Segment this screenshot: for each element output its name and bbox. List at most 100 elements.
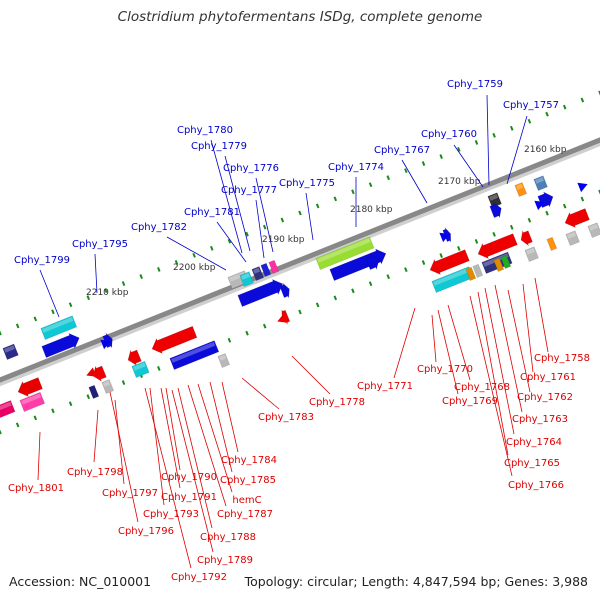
tick-lower-13 [227,337,232,343]
label-cphy-1759: Cphy_1759 [447,79,503,90]
leader-bottom-1 [522,283,534,373]
gene-cphy-1775-fwd [237,278,284,307]
label-cphy-1775: Cphy_1775 [279,178,335,189]
gene-cphy-1775-rrna-highlight [317,238,371,263]
leader-bottom-10 [437,309,459,395]
label-hemc: hemC [232,495,261,506]
leader-bottom-25 [93,409,99,463]
leader-bottom-17 [177,387,213,529]
tick-upper-19 [333,196,338,202]
gene-cphy-1799-highlight [42,317,74,333]
tick-lower-27 [474,238,479,244]
gene-cphy-1760 [489,201,502,219]
leader-bottom-15 [197,383,233,493]
leader-top-5 [210,139,243,254]
gene-cphy-1801-highlight [21,393,42,405]
leader-bottom-4 [484,287,515,435]
label-cphy-1764: Cphy_1764 [506,437,562,448]
gene-cphy-1757-highlight [535,177,544,184]
label-cphy-1783: Cphy_1783 [258,412,314,423]
tick-upper-7 [121,281,126,287]
leader-top-9 [305,192,314,241]
gene-cphy-1759 [487,192,502,208]
gene-cphy-1761 [524,246,539,262]
label-cphy-1795: Cphy_1795 [72,239,128,250]
tick-upper-24 [421,161,426,167]
gene-cphy-1757-orange [514,182,528,197]
leader-bottom-23 [109,391,139,523]
leader-top-11 [166,236,227,271]
gene-cphy-1761-highlight [526,248,535,255]
leader-top-3 [401,159,428,204]
label-cphy-1777: Cphy_1777 [221,185,277,196]
gene-cphy-1779 [260,262,272,277]
marker-fwd-1757b [534,200,545,211]
leader-bottom-14 [209,381,233,473]
gene-cphy-1766-highlight [589,224,598,231]
label-cphy-1767: Cphy_1767 [374,145,430,156]
gene-cphy-1774-b [365,253,380,271]
label-cphy-1797: Cphy_1797 [102,488,158,499]
gene-cphy-1793 [127,349,142,366]
tick-upper-10 [174,259,179,265]
label-leader-lines [37,94,549,569]
tick-lower-32 [562,203,567,209]
leader-bottom-8 [431,314,437,363]
label-cphy-1798: Cphy_1798 [67,467,123,478]
tick-upper-31 [545,111,549,117]
tick-lower-19 [333,295,338,301]
gene-cphy-1801 [19,391,46,412]
gene-cphy-1768 [477,233,518,260]
leader-top-0 [486,94,490,186]
tick-lower-18 [315,302,320,308]
label-cphy-1760: Cphy_1760 [421,129,477,140]
gene-cphy-1757-orange-highlight [516,183,524,190]
label-cphy-1774: Cphy_1774 [328,162,384,173]
gene-cphy-1778 [281,309,291,325]
label-cphy-1771: Cphy_1771 [357,381,413,392]
leader-bottom-18 [171,389,214,553]
tick-lower-29 [510,224,514,230]
label-cphy-1789: Cphy_1789 [197,555,253,566]
label-cphy-1758: Cphy_1758 [534,353,590,364]
gene-cphy-1783-grey [217,353,231,368]
label-cphy-1776: Cphy_1776 [223,163,279,174]
label-cphy-1766: Cphy_1766 [508,480,564,491]
tick-lower-17 [298,309,302,315]
tick-upper-32 [562,104,567,110]
gene-cphy-1780 [251,266,265,281]
tick-upper-13 [227,238,232,244]
tick-upper-29 [510,125,514,131]
kbp-marker-1: 2170 kbp [438,177,481,187]
label-cphy-1782: Cphy_1782 [131,222,187,233]
tick-upper-28 [492,132,496,138]
gene-cphy-1781-highlight [241,273,250,280]
gene-cphy-1795 [102,332,113,349]
gene-left-edge-1 [2,343,19,360]
tick-lower-21 [368,281,373,287]
gene-cphy-1781 [239,271,254,287]
tick-lower-0 [0,429,2,435]
tick-lower-31 [545,210,549,216]
gene-grey-1 [472,263,484,278]
tick-upper-25 [439,154,443,159]
gene-cphy-1766 [587,222,600,238]
tick-upper-22 [386,175,390,181]
gene-cphy-1763-highlight [567,232,576,239]
tick-lower-22 [386,274,390,280]
label-cphy-1787: Cphy_1787 [217,509,273,520]
tick-upper-11 [192,252,196,258]
accession-text: Accession: NC_010001 [9,574,152,589]
tick-upper-0 [0,330,2,336]
tick-lower-30 [527,217,532,223]
tick-upper-4 [68,302,73,308]
label-cphy-1770: Cphy_1770 [417,364,473,375]
leader-bottom-22 [144,387,192,569]
tick-upper-5 [86,295,90,301]
gene-cphy-1763 [565,230,580,246]
backbone-line [0,137,600,383]
label-cphy-1779: Cphy_1779 [191,141,247,152]
tick-upper-34 [598,90,600,96]
label-cphy-1784: Cphy_1784 [221,455,277,466]
